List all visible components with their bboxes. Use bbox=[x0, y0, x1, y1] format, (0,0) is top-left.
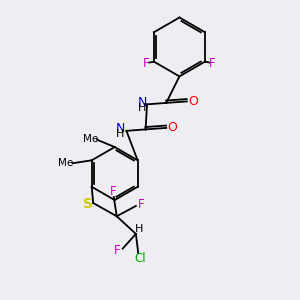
Text: F: F bbox=[209, 57, 216, 70]
Text: Cl: Cl bbox=[134, 252, 146, 265]
Text: H: H bbox=[138, 103, 146, 113]
Text: Me: Me bbox=[58, 158, 74, 168]
Text: F: F bbox=[114, 244, 121, 257]
Text: N: N bbox=[116, 122, 125, 135]
Text: F: F bbox=[110, 185, 116, 198]
Text: F: F bbox=[143, 57, 150, 70]
Text: H: H bbox=[116, 129, 125, 140]
Text: O: O bbox=[188, 95, 198, 108]
Text: F: F bbox=[138, 198, 145, 211]
Text: N: N bbox=[138, 95, 147, 109]
Text: S: S bbox=[83, 197, 93, 212]
Text: Me: Me bbox=[83, 134, 98, 144]
Text: H: H bbox=[135, 224, 143, 234]
Text: O: O bbox=[167, 122, 177, 134]
